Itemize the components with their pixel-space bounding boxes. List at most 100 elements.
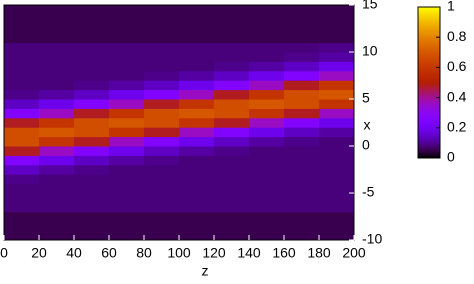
- heat-cell: [4, 230, 40, 241]
- heat-cell: [284, 80, 320, 91]
- heat-cell: [74, 89, 110, 100]
- heat-cell: [284, 221, 320, 232]
- heat-cell: [284, 211, 320, 222]
- heat-cell: [249, 70, 285, 81]
- heat-cell: [249, 127, 285, 138]
- heat-cell: [4, 42, 40, 53]
- heat-cell: [39, 5, 75, 15]
- heat-cell: [109, 146, 145, 156]
- heat-cell: [319, 23, 355, 34]
- heat-cell: [4, 80, 40, 91]
- heat-cell: [249, 164, 285, 175]
- heat-cell: [144, 99, 180, 109]
- heat-cell: [319, 5, 355, 15]
- heat-cell: [319, 80, 355, 91]
- heat-cell: [249, 183, 285, 194]
- heat-cell: [109, 230, 145, 241]
- heat-cell: [284, 5, 320, 15]
- heat-cell: [39, 221, 75, 232]
- heat-cell: [144, 42, 180, 53]
- heat-cell: [74, 136, 110, 147]
- heat-cell: [249, 174, 285, 185]
- heat-cell: [214, 117, 250, 128]
- heat-cell: [144, 221, 180, 232]
- heat-cell: [109, 202, 145, 213]
- heat-cell: [319, 146, 355, 156]
- heat-cell: [74, 33, 110, 44]
- heat-cell: [4, 202, 40, 213]
- heat-cell: [284, 202, 320, 213]
- heat-cell: [74, 23, 110, 34]
- heat-cell: [214, 230, 250, 241]
- heat-cell: [144, 211, 180, 222]
- heat-cell: [4, 127, 40, 138]
- y-tick-label: 10: [362, 43, 378, 59]
- heat-cell: [249, 80, 285, 91]
- heat-cell: [109, 136, 145, 147]
- heat-cell: [319, 230, 355, 241]
- heat-cell: [179, 230, 215, 241]
- heat-cell: [214, 221, 250, 232]
- heat-cell: [284, 14, 320, 25]
- heat-cell: [214, 52, 250, 62]
- x-tick-label: 100: [167, 245, 191, 261]
- heat-cell: [214, 89, 250, 100]
- heat-cell: [39, 127, 75, 138]
- heat-cell: [4, 164, 40, 175]
- heat-cell: [144, 80, 180, 91]
- heat-cell: [144, 146, 180, 156]
- heat-cell: [214, 80, 250, 91]
- heat-cell: [109, 80, 145, 91]
- heat-cell: [214, 33, 250, 44]
- heat-cell: [319, 202, 355, 213]
- heat-cell: [39, 183, 75, 194]
- heat-cell: [4, 99, 40, 109]
- heat-cell: [144, 183, 180, 194]
- heat-cell: [249, 89, 285, 100]
- heat-cell: [319, 42, 355, 53]
- heat-cell: [179, 117, 215, 128]
- heat-cell: [39, 146, 75, 156]
- heat-cell: [214, 211, 250, 222]
- heat-cell: [179, 146, 215, 156]
- heat-cell: [4, 89, 40, 100]
- heat-cell: [144, 202, 180, 213]
- x-tick-label: 0: [0, 245, 8, 261]
- heat-cell: [4, 146, 40, 156]
- heat-cell: [214, 42, 250, 53]
- heat-cell: [74, 193, 110, 203]
- heat-cell: [144, 155, 180, 166]
- heat-cell: [179, 164, 215, 175]
- heat-cell: [319, 89, 355, 100]
- heat-cell: [39, 52, 75, 62]
- heat-cell: [249, 221, 285, 232]
- heat-cell: [74, 61, 110, 72]
- heat-cell: [144, 174, 180, 185]
- heat-cell: [39, 202, 75, 213]
- y-tick-label: 5: [362, 90, 370, 106]
- heat-cell: [144, 5, 180, 15]
- heat-cell: [39, 174, 75, 185]
- heat-cell: [144, 89, 180, 100]
- heat-cell: [4, 33, 40, 44]
- heat-cell: [74, 221, 110, 232]
- x-axis-label: z: [202, 263, 209, 279]
- heat-cell: [319, 117, 355, 128]
- heat-cell: [74, 164, 110, 175]
- heat-cell: [214, 146, 250, 156]
- heat-cell: [179, 70, 215, 81]
- heat-cell: [109, 221, 145, 232]
- heat-cell: [249, 117, 285, 128]
- heat-cell: [319, 70, 355, 81]
- heat-cell: [74, 42, 110, 53]
- heat-cell: [179, 61, 215, 72]
- heat-cell: [144, 230, 180, 241]
- heat-cell: [249, 230, 285, 241]
- heat-cell: [39, 108, 75, 119]
- heat-cell: [74, 80, 110, 91]
- heat-cell: [39, 193, 75, 203]
- heat-cell: [39, 42, 75, 53]
- heat-cell: [109, 164, 145, 175]
- heat-cell: [109, 127, 145, 138]
